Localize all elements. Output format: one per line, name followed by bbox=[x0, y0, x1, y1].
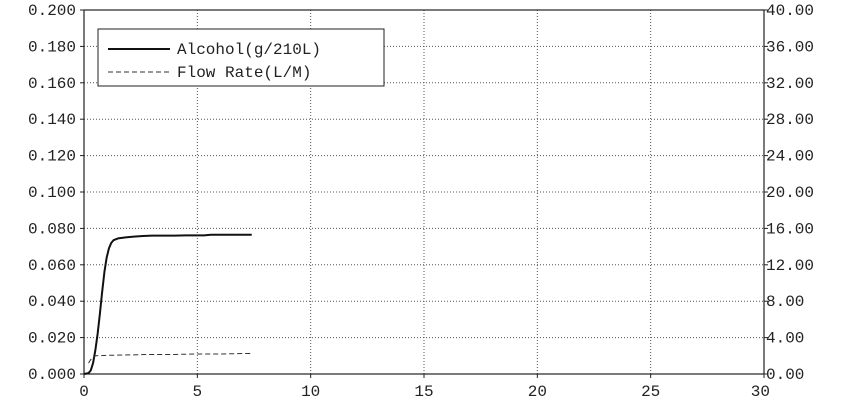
y2-tick-label: 12.00 bbox=[766, 257, 814, 275]
x-tick-label: 20 bbox=[528, 383, 547, 400]
x-tick-label: 30 bbox=[751, 383, 770, 400]
y-tick-label: 0.200 bbox=[28, 2, 76, 20]
y2-tick-label: 24.00 bbox=[766, 148, 814, 166]
y-tick-label: 0.120 bbox=[28, 148, 76, 166]
y-axis-right: 0.00 4.00 8.00 12.00 16.00 20.00 24.00 28.00 32.… bbox=[764, 2, 814, 384]
y2-tick-label: 40.00 bbox=[766, 2, 814, 20]
x-tick-label: 15 bbox=[414, 383, 433, 400]
legend: Alcohol(g/210L) Flow Rate(L/M) bbox=[97, 28, 385, 87]
series-alcohol-line bbox=[83, 233, 252, 375]
x-tick-label: 5 bbox=[193, 383, 203, 400]
x-tick-label: 10 bbox=[301, 383, 320, 400]
grid bbox=[84, 10, 764, 374]
x-axis: 0 5 10 15 20 25 30 bbox=[79, 374, 770, 400]
y-tick-label: 0.060 bbox=[28, 257, 76, 275]
y2-tick-label: 28.00 bbox=[766, 111, 814, 129]
y2-tick-label: 20.00 bbox=[766, 184, 814, 202]
series bbox=[83, 233, 252, 375]
y-tick-label: 0.140 bbox=[28, 111, 76, 129]
y2-tick-label: 8.00 bbox=[766, 293, 804, 311]
y-tick-label: 0.100 bbox=[28, 184, 76, 202]
legend-box bbox=[97, 28, 385, 87]
series-flow-rate-line bbox=[88, 353, 252, 364]
x-tick-label: 0 bbox=[79, 383, 89, 400]
y-tick-label: 0.000 bbox=[28, 366, 76, 384]
x-tick-label: 25 bbox=[641, 383, 660, 400]
y-tick-label: 0.040 bbox=[28, 293, 76, 311]
y-axis-left: 0.000 0.020 0.040 0.060 0.080 0.100 0.120 0.140… bbox=[28, 2, 84, 384]
legend-alcohol-label: Alcohol(g/210L) bbox=[177, 41, 321, 59]
y2-tick-label: 36.00 bbox=[766, 38, 814, 56]
y-tick-label: 0.160 bbox=[28, 75, 76, 93]
y2-tick-label: 4.00 bbox=[766, 330, 804, 348]
y-tick-label: 0.080 bbox=[28, 220, 76, 238]
y2-tick-label: 32.00 bbox=[766, 75, 814, 93]
y2-tick-label: 16.00 bbox=[766, 220, 814, 238]
y-tick-label: 0.020 bbox=[28, 330, 76, 348]
y-tick-label: 0.180 bbox=[28, 38, 76, 56]
y2-tick-label: 0.00 bbox=[766, 366, 804, 384]
legend-flow-rate-label: Flow Rate(L/M) bbox=[177, 64, 311, 82]
